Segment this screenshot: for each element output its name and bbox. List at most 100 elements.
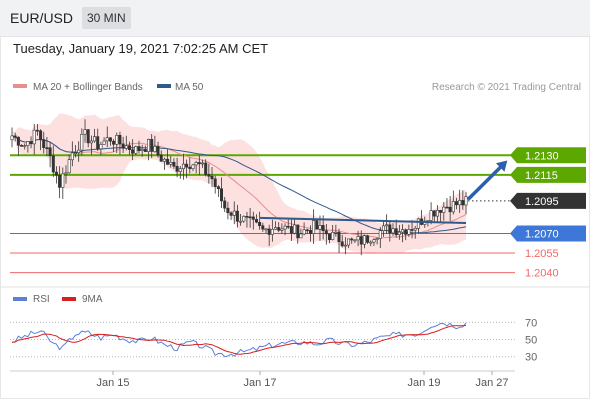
candle-body xyxy=(80,134,84,151)
candle-body xyxy=(61,173,65,188)
arrow-head xyxy=(495,160,508,172)
candle-body xyxy=(375,238,379,240)
projection-arrow xyxy=(467,160,508,201)
neckline-segment xyxy=(259,216,467,225)
candle-body xyxy=(74,152,78,154)
candle-body xyxy=(378,230,382,239)
candle-body xyxy=(39,130,43,140)
candle-body xyxy=(388,224,392,234)
candle-body xyxy=(283,225,287,230)
neckline xyxy=(259,216,467,225)
candle-body xyxy=(327,233,331,240)
candle-body xyxy=(99,144,103,150)
rsi-y-ticks: 70 50 30 xyxy=(525,317,537,363)
candle-body xyxy=(77,149,81,154)
x-tick-label: Jan 17 xyxy=(243,377,276,389)
candle-body xyxy=(121,143,125,149)
candle-body xyxy=(353,239,357,242)
candle-body xyxy=(264,228,268,231)
rsi-legend-label: RSI xyxy=(33,294,50,305)
candle-body xyxy=(166,158,170,165)
candle-body xyxy=(137,146,141,151)
candle-body xyxy=(45,147,49,149)
level-label-bg xyxy=(510,147,586,164)
candle-body xyxy=(245,216,249,218)
level-label-text: 1.2115 xyxy=(525,170,558,182)
ma20-legend-swatch xyxy=(13,84,27,88)
candle-body xyxy=(242,216,246,222)
candle-body xyxy=(362,235,366,245)
level-label-bg xyxy=(510,166,586,183)
candle-body xyxy=(10,135,14,141)
candle-body xyxy=(346,238,350,246)
candle-body xyxy=(296,224,300,239)
candle-body xyxy=(48,147,52,157)
top-bar: EUR/USD 30 MIN xyxy=(0,0,590,37)
candle-body xyxy=(350,238,354,241)
candle-body xyxy=(277,227,281,231)
candle-body xyxy=(131,149,135,154)
candle-body xyxy=(315,220,319,230)
rsi-legend-swatch xyxy=(13,297,27,301)
candle-body xyxy=(70,152,74,161)
candle-body xyxy=(458,200,462,206)
candle-body xyxy=(324,230,328,235)
candle-body xyxy=(197,162,201,165)
level-label-text: 1.2130 xyxy=(525,150,559,162)
candle-body xyxy=(16,136,20,146)
ma50-legend-swatch xyxy=(157,84,171,88)
candle-body xyxy=(204,162,208,175)
level-label-text: 1.2055 xyxy=(525,248,559,260)
candle-body xyxy=(289,226,293,234)
candle-body xyxy=(210,176,214,180)
candle-body xyxy=(178,168,182,172)
candle-body xyxy=(413,228,417,231)
candle-body xyxy=(147,139,151,152)
x-tick-label: Jan 19 xyxy=(407,377,440,389)
ma20-line xyxy=(11,135,467,239)
candle-body xyxy=(150,139,154,152)
timeframe-button[interactable]: 30 MIN xyxy=(82,7,131,29)
candle-body xyxy=(229,212,233,216)
candle-body xyxy=(93,136,97,142)
candle-body xyxy=(220,188,224,202)
candle-body xyxy=(26,141,30,146)
level-label-text: 1.2070 xyxy=(525,228,559,240)
candle-body xyxy=(356,236,360,241)
candle-body xyxy=(286,225,290,228)
rsi-tick-label: 70 xyxy=(525,317,537,329)
candle-body xyxy=(312,220,316,234)
candle-body xyxy=(321,225,325,231)
candle-body xyxy=(305,229,309,232)
candle-body xyxy=(293,224,297,234)
candle-body xyxy=(432,210,436,217)
candle-body xyxy=(407,229,411,235)
candle-body xyxy=(372,239,376,243)
candle-body xyxy=(454,201,458,206)
candle-body xyxy=(429,210,433,221)
candle-body xyxy=(251,216,255,220)
x-tick-label: Jan 27 xyxy=(475,377,508,389)
candle-body xyxy=(394,228,398,236)
candle-body xyxy=(115,135,119,145)
candle-body xyxy=(188,166,192,169)
candle-body xyxy=(343,244,347,247)
rsi-gridlines xyxy=(10,321,515,358)
candle-body xyxy=(261,225,265,230)
candle-body xyxy=(96,136,100,150)
candle-body xyxy=(169,162,173,165)
candle-body xyxy=(13,135,17,138)
candle-body xyxy=(89,140,93,144)
candle-body xyxy=(134,146,138,154)
candle-body xyxy=(32,129,36,145)
candle-body xyxy=(416,218,420,229)
candle-body xyxy=(172,162,176,167)
candle-body xyxy=(239,220,243,223)
timestamp: Tuesday, January 19, 2021 7:02:25 AM CET xyxy=(13,41,269,56)
candle-body xyxy=(143,149,147,152)
candle-body xyxy=(124,145,128,149)
candle-body xyxy=(366,235,370,243)
main-legend: MA 20 + Bollinger Bands MA 50 Research ©… xyxy=(13,82,581,93)
candle-body xyxy=(334,231,338,234)
